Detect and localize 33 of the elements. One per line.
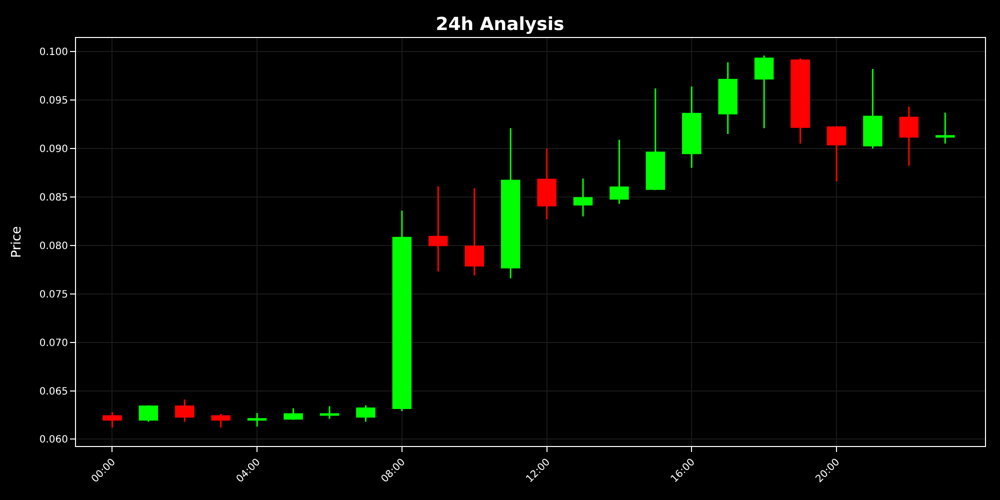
chart-title: 24h Analysis: [436, 14, 564, 36]
candlestick: [718, 61, 738, 135]
candlestick: [863, 68, 882, 150]
candlestick: [646, 88, 666, 191]
candlestick: [682, 86, 702, 169]
candlestick: [138, 404, 158, 423]
candlestick: [102, 411, 122, 428]
y-tick-label: 0.085: [39, 192, 68, 204]
y-tick-label: 0.070: [39, 338, 68, 349]
candlestick: [790, 58, 810, 144]
candlestick: [573, 178, 593, 218]
candlestick: [936, 112, 955, 144]
candlestick: [754, 54, 774, 129]
candlestick: [356, 404, 376, 423]
candlestick: [826, 125, 846, 182]
candlestick: [428, 186, 448, 272]
y-tick-label: 0.065: [39, 386, 68, 398]
y-axis-title: Price: [9, 226, 24, 258]
candlestick: [537, 148, 556, 220]
y-tick-label: 0.075: [39, 289, 68, 300]
candlestick: [284, 407, 303, 421]
y-tick-label: 0.100: [39, 47, 68, 58]
candlestick: [464, 187, 484, 276]
candlestick: [500, 127, 520, 280]
y-tick-label: 0.090: [39, 144, 68, 155]
y-tick-label: 0.060: [39, 434, 68, 446]
y-tick-label: 0.095: [39, 96, 68, 107]
candlestick: [247, 412, 267, 428]
candlestick: [211, 413, 230, 428]
candlestick: [175, 398, 194, 423]
candlestick: [610, 139, 629, 204]
candlestick: [899, 106, 919, 167]
y-tick-label: 0.080: [39, 240, 68, 252]
